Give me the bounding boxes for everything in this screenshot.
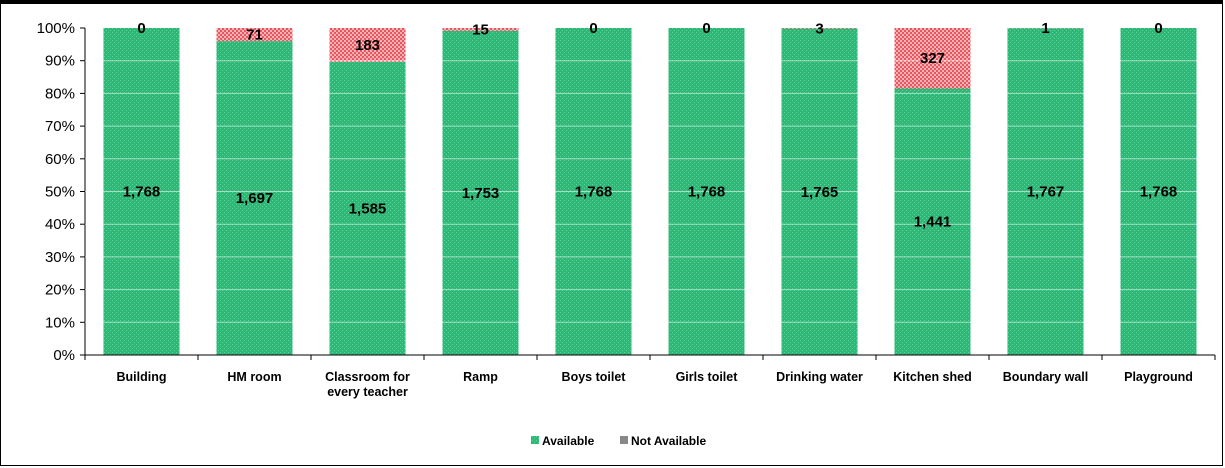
y-tick-label: 50% (45, 184, 75, 201)
data-label-available: 1,768 (688, 184, 726, 201)
x-tick-label: every teacher (327, 385, 408, 399)
data-label-available: 1,768 (1140, 184, 1178, 201)
x-tick-label: Classroom for (325, 370, 410, 384)
data-label-not-available: 183 (355, 37, 380, 54)
bar-not-available (216, 28, 293, 42)
x-tick-label: Ramp (463, 370, 498, 384)
x-tick-label: Boundary wall (1003, 370, 1088, 384)
data-labels: 1,768 0 1,697 71 1,585 183 1,753 15 1,768 0 1,768 0… (123, 20, 1178, 231)
gridlines (85, 60, 1215, 323)
bar-not-available (442, 28, 519, 31)
legend: Available Not Available (531, 434, 706, 448)
data-label-available: 1,765 (801, 184, 839, 201)
legend-swatch (620, 436, 628, 444)
data-label-not-available: 0 (589, 20, 597, 37)
data-label-not-available: 0 (702, 20, 710, 37)
data-label-not-available: 15 (472, 21, 489, 38)
y-tick-label: 80% (45, 85, 75, 102)
y-tick-label: 70% (45, 118, 75, 135)
x-tick-label: Drinking water (776, 370, 863, 384)
data-label-not-available: 1 (1041, 20, 1049, 37)
y-tick-label: 30% (45, 249, 75, 266)
data-label-available: 1,768 (575, 184, 613, 201)
legend-label: Available (542, 434, 595, 448)
y-tick-label: 60% (45, 151, 75, 168)
bar-not-available (894, 28, 971, 89)
x-tick-label: Boys toilet (562, 370, 627, 384)
x-tick-label: Building (117, 370, 167, 384)
data-label-available: 1,697 (236, 190, 274, 207)
y-tick-label: 40% (45, 216, 75, 233)
data-label-available: 1,441 (914, 214, 952, 231)
bar-not-available (781, 28, 858, 29)
y-tick-label: 0% (53, 347, 75, 364)
y-tick-label: 100% (37, 20, 75, 37)
data-label-available: 1,585 (349, 200, 387, 217)
data-label-available: 1,767 (1027, 184, 1065, 201)
bar-available (894, 88, 971, 356)
y-tick-label: 20% (45, 282, 75, 299)
x-tick-label: Girls toilet (676, 370, 739, 384)
data-label-not-available: 71 (246, 27, 263, 44)
data-label-not-available: 0 (1154, 20, 1162, 37)
data-label-not-available: 0 (137, 20, 145, 37)
y-tick-label: 90% (45, 53, 75, 70)
y-tick-label: 10% (45, 314, 75, 331)
x-tick-label: HM room (227, 370, 281, 384)
data-label-not-available: 3 (815, 20, 823, 37)
x-tick-label: Kitchen shed (893, 370, 972, 384)
legend-label: Not Available (631, 434, 706, 448)
bar-available (442, 30, 519, 355)
x-tick-label: Playground (1124, 370, 1193, 384)
data-label-not-available: 327 (920, 50, 945, 67)
legend-swatch (531, 436, 539, 444)
bar-not-available (329, 28, 406, 62)
bar-available (329, 61, 406, 356)
data-label-available: 1,768 (123, 184, 161, 201)
data-label-available: 1,753 (462, 185, 500, 202)
